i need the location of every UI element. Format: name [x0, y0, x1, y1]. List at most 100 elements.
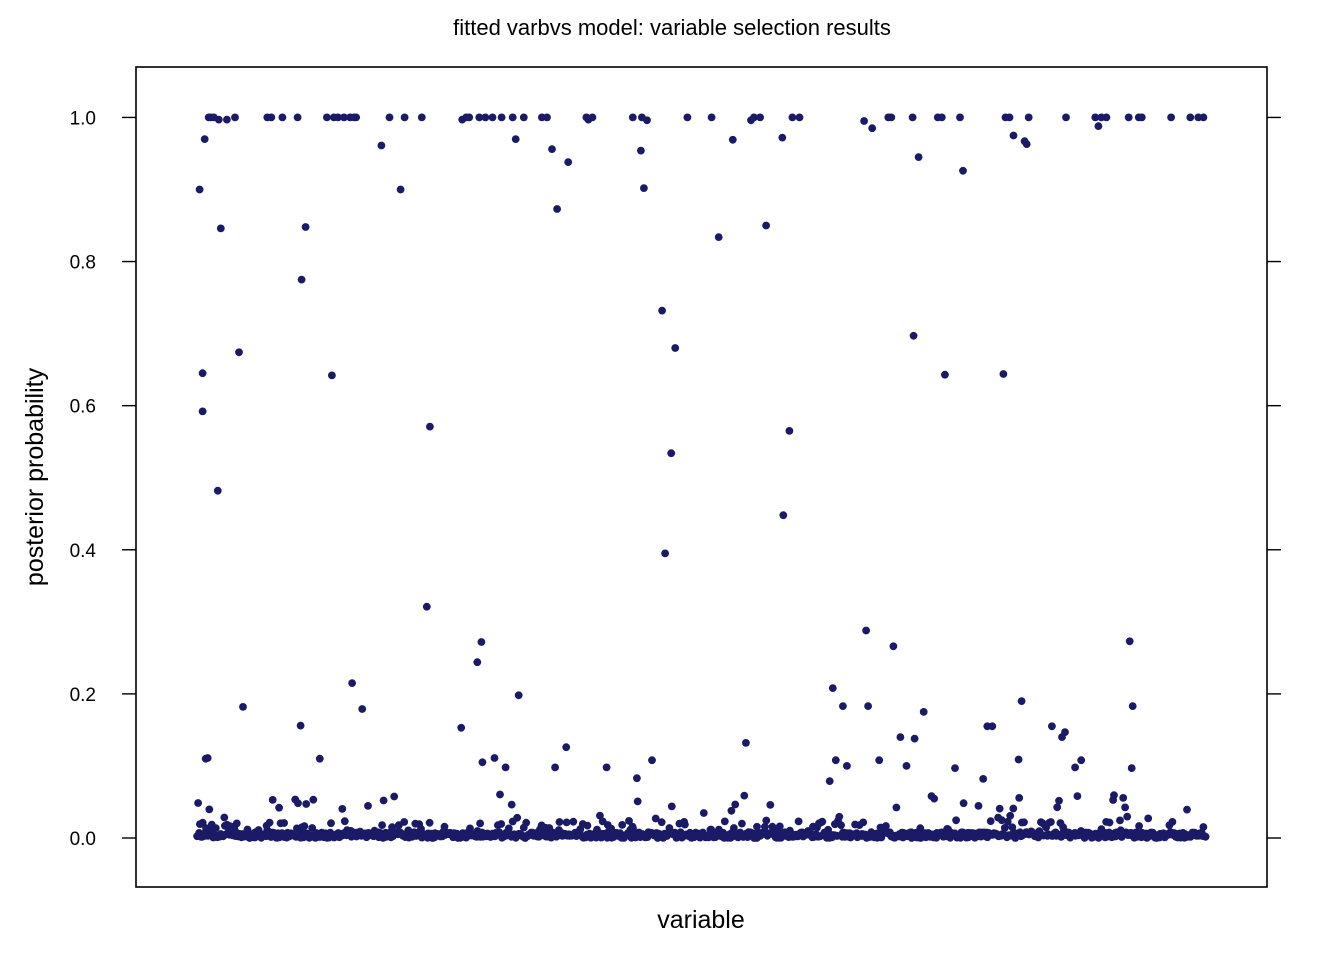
data-point — [417, 113, 426, 122]
data-point — [551, 763, 559, 772]
data-point — [1017, 697, 1026, 705]
data-point — [868, 124, 877, 133]
data-point — [825, 777, 834, 785]
data-point — [671, 344, 680, 352]
data-point — [267, 113, 276, 122]
data-point — [232, 819, 241, 828]
data-point — [988, 722, 997, 731]
data-point — [1116, 816, 1124, 825]
data-point — [508, 113, 517, 122]
data-point — [377, 141, 386, 150]
data-point — [1053, 803, 1062, 812]
data-point — [1125, 637, 1134, 646]
data-point — [275, 803, 283, 812]
data-point — [198, 407, 207, 416]
data-point — [596, 811, 604, 820]
x-axis-label: variable — [657, 906, 745, 934]
data-point — [628, 113, 637, 122]
data-point — [309, 795, 318, 804]
data-point — [514, 691, 523, 700]
data-point — [1015, 794, 1024, 802]
data-point — [426, 422, 434, 431]
data-point — [778, 133, 787, 142]
data-point — [1003, 817, 1012, 826]
data-point — [1102, 113, 1111, 122]
data-point — [497, 820, 506, 828]
data-point — [731, 800, 740, 809]
data-point — [835, 812, 844, 821]
data-point — [473, 658, 482, 667]
data-point — [941, 370, 949, 379]
data-point — [543, 113, 551, 122]
data-points — [193, 113, 1210, 842]
data-point — [555, 818, 564, 826]
data-point — [914, 153, 923, 162]
data-point — [902, 762, 911, 770]
data-point — [522, 818, 531, 827]
data-point — [519, 113, 528, 122]
data-point — [1121, 803, 1129, 812]
data-point — [475, 113, 484, 122]
data-point — [896, 733, 905, 741]
data-point — [235, 348, 243, 357]
data-point — [1183, 805, 1191, 814]
data-point — [1077, 756, 1086, 765]
data-point — [340, 113, 348, 122]
data-point — [265, 818, 274, 827]
data-point — [1199, 823, 1208, 831]
data-point — [223, 115, 231, 124]
data-point — [390, 792, 399, 801]
data-point — [910, 734, 919, 743]
data-point — [507, 800, 516, 809]
data-point — [231, 113, 239, 122]
data-point — [1024, 113, 1033, 122]
data-point — [959, 166, 967, 175]
data-point — [440, 822, 449, 831]
data-point — [1128, 702, 1137, 710]
y-axis-left: 0.0 0.2 0.4 0.6 0.8 1.0 — [70, 108, 136, 850]
data-point — [327, 819, 335, 828]
data-point — [951, 764, 959, 772]
data-point — [892, 803, 901, 812]
data-point — [930, 794, 939, 803]
data-point — [214, 115, 223, 124]
data-point — [511, 135, 520, 144]
data-point — [1186, 113, 1195, 122]
data-point — [1094, 122, 1103, 130]
data-point — [633, 774, 641, 783]
data-point — [720, 817, 729, 826]
data-point — [378, 821, 386, 829]
data-point — [1048, 722, 1056, 731]
data-point — [762, 816, 771, 825]
data-point — [882, 822, 890, 830]
data-point — [302, 800, 311, 808]
data-point — [588, 113, 597, 122]
data-point — [334, 113, 342, 122]
data-point — [220, 813, 229, 822]
data-point — [385, 113, 394, 122]
data-point — [979, 775, 988, 783]
data-point — [1005, 113, 1014, 122]
data-point — [239, 703, 247, 711]
y-tick-label: 0.0 — [70, 829, 96, 850]
data-point — [728, 135, 737, 144]
y-axis-right — [1267, 116, 1281, 839]
data-point — [839, 702, 847, 710]
data-point — [481, 113, 490, 122]
data-point — [216, 224, 225, 233]
data-point — [1119, 794, 1128, 802]
data-point — [1073, 792, 1082, 800]
data-point — [974, 802, 983, 810]
data-point — [887, 113, 896, 122]
data-point — [328, 371, 336, 380]
data-point — [490, 754, 499, 762]
data-point — [648, 756, 656, 765]
data-point — [1091, 113, 1100, 122]
data-point — [999, 370, 1008, 378]
data-point — [862, 626, 870, 635]
data-point — [1127, 764, 1136, 772]
y-tick-label: 0.6 — [70, 397, 96, 418]
data-point — [828, 684, 837, 692]
data-point — [1006, 811, 1015, 820]
